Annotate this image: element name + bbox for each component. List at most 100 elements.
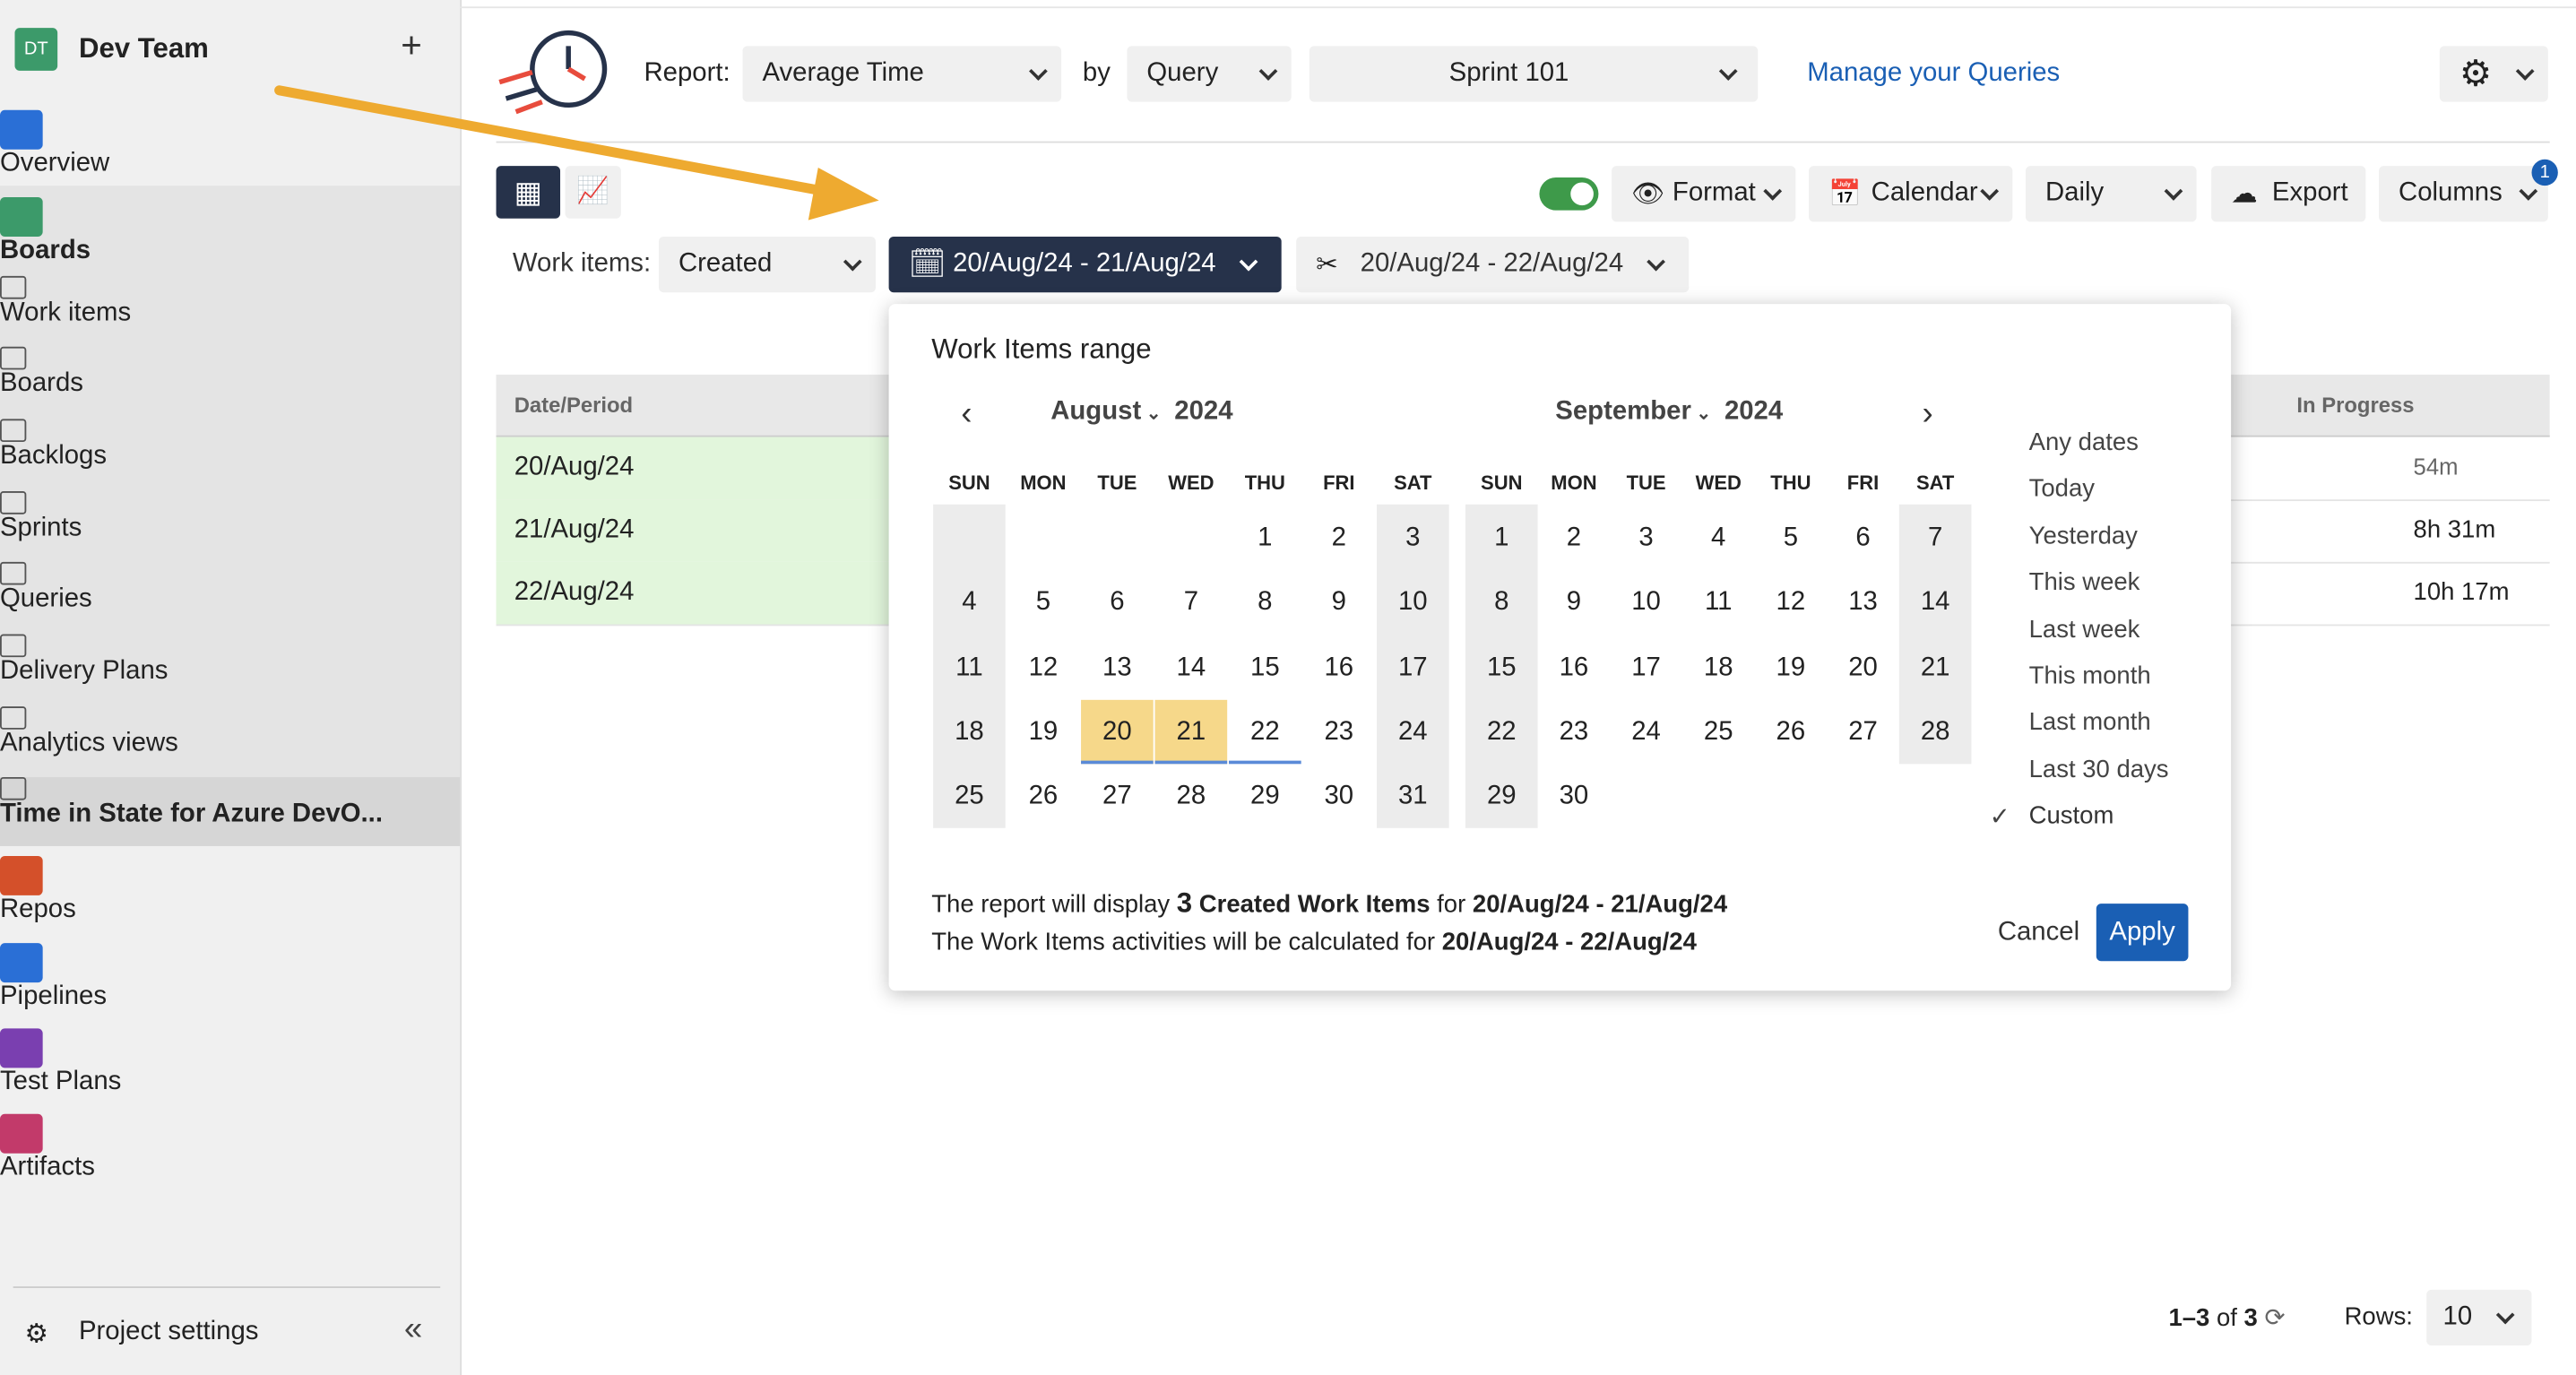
nav-item[interactable]: Overview [0, 109, 460, 177]
day[interactable]: 8 [1258, 588, 1273, 617]
day[interactable]: 20 [1081, 699, 1154, 765]
nav-item[interactable]: Backlogs [0, 419, 460, 484]
preset[interactable]: This month [2028, 662, 2151, 690]
day[interactable]: 10 [1631, 588, 1661, 617]
month-header[interactable]: September ⌄ 2024 [1555, 398, 1783, 428]
day[interactable]: 21 [1154, 699, 1228, 765]
day[interactable]: 20 [1848, 653, 1878, 681]
preset[interactable]: Last month [2028, 708, 2151, 737]
day[interactable]: 6 [1110, 588, 1125, 617]
range-button[interactable]: 🗓 20/Aug/24 - 21/Aug/24 [888, 236, 1282, 293]
nav-item[interactable]: Queries [0, 561, 460, 627]
day[interactable]: 23 [1324, 717, 1354, 746]
day[interactable]: 3 [1638, 523, 1654, 552]
toggle[interactable] [1539, 177, 1599, 211]
day[interactable]: 12 [1776, 588, 1806, 617]
day[interactable]: 19 [1776, 653, 1806, 681]
preset[interactable]: Last week [2028, 615, 2140, 644]
month-header[interactable]: August ⌄ 2024 [1050, 398, 1232, 428]
work-items-select[interactable]: Created [658, 236, 876, 293]
cancel-button[interactable]: Cancel [1997, 918, 2080, 947]
period-select[interactable]: Daily [2025, 166, 2197, 222]
day[interactable]: 26 [1028, 782, 1059, 810]
day[interactable]: 29 [1486, 782, 1517, 810]
manage-link[interactable]: Manage your Queries [1807, 58, 2061, 88]
nav-item[interactable]: Work items [0, 275, 460, 342]
day[interactable]: 16 [1559, 653, 1589, 681]
format-button[interactable]: 👁 Format [1612, 166, 1796, 222]
preset[interactable]: Custom [2028, 801, 2114, 830]
day[interactable]: 14 [1920, 588, 1950, 617]
day[interactable]: 29 [1250, 782, 1280, 810]
day[interactable]: 4 [1711, 523, 1726, 552]
day[interactable]: 5 [1035, 588, 1051, 617]
day[interactable]: 11 [1704, 588, 1733, 617]
day[interactable]: 17 [1397, 653, 1428, 681]
calendar-button[interactable]: 📅 Calendar [1809, 166, 2013, 222]
day[interactable]: 22 [1229, 700, 1301, 765]
sprint-select[interactable]: Sprint 101 [1309, 46, 1759, 102]
day[interactable]: 18 [955, 717, 984, 746]
nav-item[interactable]: Artifacts [0, 1113, 460, 1181]
day[interactable]: 11 [955, 653, 983, 681]
day[interactable]: 28 [1920, 717, 1950, 746]
project-settings[interactable]: Project settings [78, 1317, 259, 1346]
day[interactable]: 30 [1324, 782, 1354, 810]
day[interactable]: 19 [1028, 717, 1059, 746]
nav-item[interactable]: Test Plans [0, 1028, 460, 1096]
day[interactable]: 4 [962, 588, 977, 617]
day[interactable]: 23 [1559, 717, 1589, 746]
preset[interactable]: Yesterday [2028, 522, 2138, 550]
team-name[interactable]: Dev Team [78, 32, 209, 65]
preset[interactable]: Last 30 days [2028, 755, 2169, 783]
nav-item[interactable]: Boards [0, 346, 460, 412]
add-button[interactable]: + [401, 24, 422, 66]
day[interactable]: 13 [1848, 588, 1878, 617]
day[interactable]: 2 [1566, 523, 1582, 552]
day[interactable]: 15 [1486, 653, 1517, 681]
nav-item[interactable]: Repos [0, 855, 460, 923]
query-select[interactable]: Query [1127, 46, 1292, 102]
preset[interactable]: Today [2028, 475, 2096, 504]
day[interactable]: 21 [1920, 653, 1950, 681]
day[interactable]: 12 [1028, 653, 1059, 681]
day[interactable]: 25 [955, 782, 984, 810]
next-month[interactable]: › [1922, 395, 1933, 433]
nav-item[interactable]: Sprints [0, 491, 460, 557]
day[interactable]: 25 [1703, 717, 1733, 746]
day[interactable]: 26 [1776, 717, 1806, 746]
activity-range-button[interactable]: ✂ 20/Aug/24 - 22/Aug/24 [1296, 236, 1690, 293]
day[interactable]: 22 [1486, 717, 1517, 746]
day[interactable]: 7 [1928, 523, 1943, 552]
settings-button[interactable]: ⚙ [2439, 46, 2548, 102]
nav-item[interactable]: Delivery Plans [0, 634, 460, 700]
day[interactable]: 24 [1397, 717, 1428, 746]
day[interactable]: 9 [1331, 588, 1346, 617]
prev-month[interactable]: ‹ [961, 395, 972, 433]
export-button[interactable]: ☁ Export [2211, 166, 2366, 222]
day[interactable]: 31 [1397, 782, 1428, 810]
grid-view[interactable]: ▦ [496, 166, 561, 219]
day[interactable]: 15 [1250, 653, 1280, 681]
day[interactable]: 18 [1703, 653, 1733, 681]
day[interactable]: 10 [1397, 588, 1428, 617]
day[interactable]: 3 [1405, 523, 1421, 552]
rows-select[interactable]: 10 [2426, 1289, 2532, 1346]
day[interactable]: 13 [1102, 653, 1132, 681]
day[interactable]: 5 [1783, 523, 1799, 552]
nav-item[interactable]: Boards [0, 196, 460, 264]
day[interactable]: 28 [1176, 782, 1206, 810]
columns-button[interactable]: Columns [2379, 166, 2548, 222]
nav-item[interactable]: Pipelines [0, 943, 460, 1010]
preset[interactable]: This week [2028, 568, 2140, 597]
day[interactable]: 24 [1631, 717, 1661, 746]
day[interactable]: 14 [1176, 653, 1206, 681]
nav-item[interactable]: Time in State for Azure DevO... [0, 776, 460, 843]
report-select[interactable]: Average Time [742, 46, 1062, 102]
collapse[interactable]: « [403, 1310, 423, 1347]
day[interactable]: 27 [1102, 782, 1132, 810]
day[interactable]: 8 [1494, 588, 1509, 617]
day[interactable]: 27 [1848, 717, 1878, 746]
day[interactable]: 17 [1631, 653, 1661, 681]
day[interactable]: 1 [1494, 523, 1509, 552]
